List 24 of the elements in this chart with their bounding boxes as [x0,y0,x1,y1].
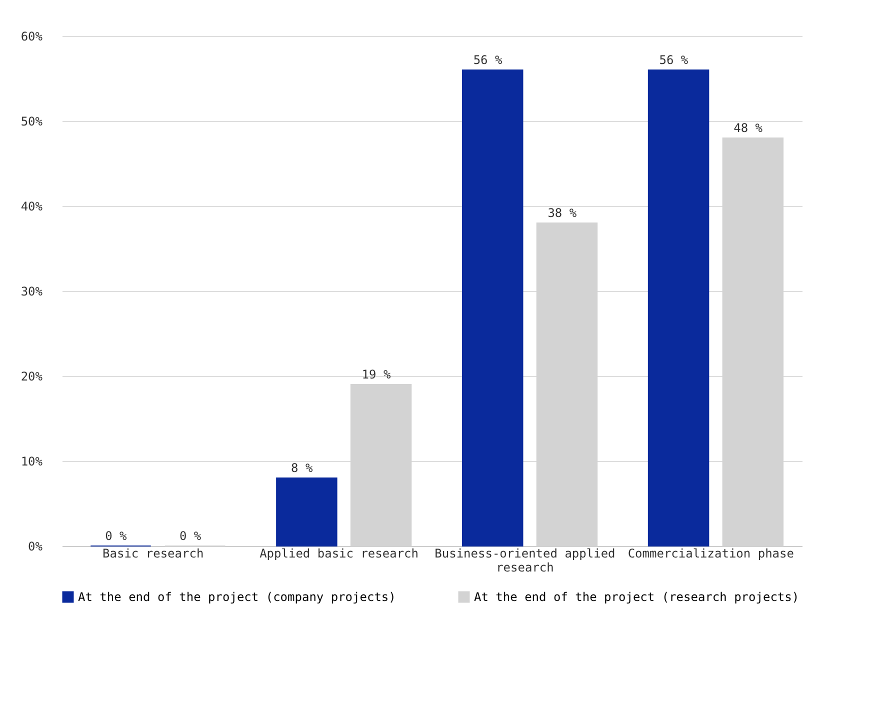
y-tick-label: 40% [20,200,44,214]
data-label: 56 % [473,53,503,67]
x-tick-label: Business-oriented applied research [434,546,616,574]
data-label: 48 % [734,121,764,135]
x-tick-label: Commercialization phase [628,546,794,560]
bar [276,478,338,546]
y-tick-label: 30% [20,284,44,298]
y-tick-label: 20% [20,370,44,384]
y-tick-label: 60% [20,30,44,44]
data-label: 0 % [105,529,128,543]
data-label: 56 % [659,53,689,67]
bar [462,70,524,546]
legend-label: At the end of the project (research projects) [474,590,800,604]
y-tick-label: 0% [28,540,44,554]
x-tick-label: Basic research [102,546,204,560]
data-label: 0 % [179,529,202,543]
data-label: 8 % [291,461,314,475]
legend-label: At the end of the project (company projects) [78,590,396,604]
y-tick-label: 50% [20,114,44,128]
x-tick-label: Applied basic research [260,546,419,560]
data-label: 19 % [362,368,392,382]
bar [648,70,710,546]
data-label: 38 % [548,206,578,220]
y-tick-label: 10% [20,454,44,468]
